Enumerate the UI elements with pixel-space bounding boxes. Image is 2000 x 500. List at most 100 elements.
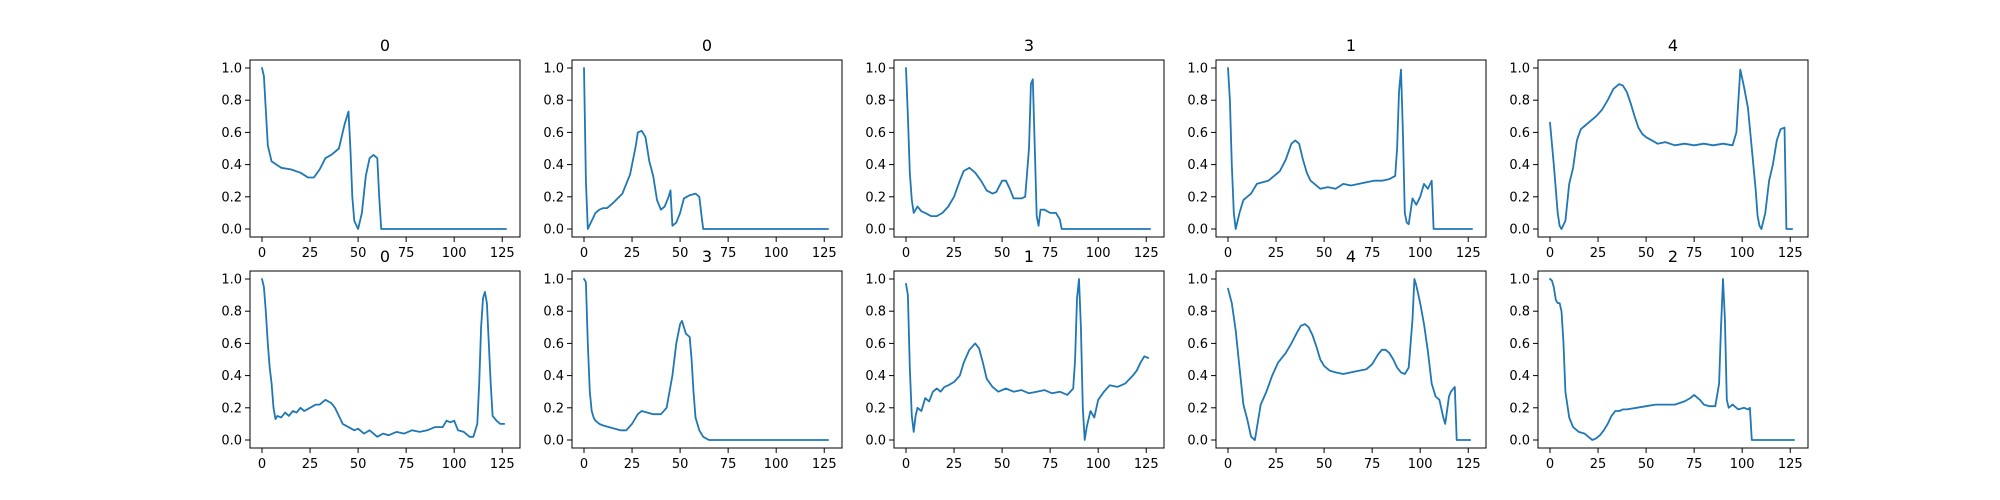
x-tick-label: 0 — [1224, 246, 1232, 261]
y-tick-label: 0.4 — [1187, 158, 1208, 173]
x-tick-label: 50 — [994, 457, 1011, 472]
y-tick-label: 0.6 — [1509, 126, 1530, 141]
y-tick-label: 0.8 — [1509, 305, 1530, 320]
panel-9: 4 0 25 50 75 100 125 0.0 0.2 0.4 0.6 0.8 1.0 — [1187, 247, 1487, 472]
x-tick-label: 0 — [258, 457, 266, 472]
y-tick-label: 0.2 — [1509, 190, 1530, 205]
x-tick-label: 100 — [1086, 457, 1111, 472]
panel-title: 4 — [1668, 36, 1678, 55]
y-tick-label: 0.4 — [543, 369, 564, 384]
x-tick-label: 25 — [946, 246, 963, 261]
x-tick-label: 50 — [1316, 457, 1333, 472]
x-tick-label: 100 — [764, 457, 789, 472]
x-tick-label: 50 — [350, 457, 367, 472]
x-tick-label: 100 — [1408, 246, 1433, 261]
y-tick-label: 1.0 — [1187, 273, 1208, 288]
y-tick-label: 0.0 — [1509, 223, 1530, 238]
x-tick-label: 125 — [1134, 246, 1159, 261]
x-tick-label: 50 — [1316, 246, 1333, 261]
panel-8: 1 0 25 50 75 100 125 0.0 0.2 0.4 0.6 0.8 1.0 — [865, 247, 1165, 472]
x-tick-label: 50 — [1638, 457, 1655, 472]
x-tick-label: 125 — [812, 246, 837, 261]
y-tick-label: 0.2 — [221, 190, 242, 205]
panel-title: 0 — [380, 247, 390, 266]
y-tick-label: 0.4 — [1509, 158, 1530, 173]
x-tick-label: 0 — [902, 246, 910, 261]
y-tick-label: 0.6 — [1509, 337, 1530, 352]
x-tick-label: 0 — [1546, 246, 1554, 261]
y-tick-label: 0.6 — [221, 337, 242, 352]
x-tick-label: 75 — [1686, 246, 1703, 261]
x-tick-label: 100 — [442, 246, 467, 261]
series-line — [261, 67, 508, 230]
panel-6: 0 0 25 50 75 100 125 0.0 0.2 0.4 0.6 0.8 1.0 — [221, 247, 521, 472]
x-tick-label: 0 — [1224, 457, 1232, 472]
axes-frame — [1215, 270, 1487, 449]
x-tick-label: 0 — [258, 246, 266, 261]
x-tick-label: 0 — [902, 457, 910, 472]
y-tick-label: 0.6 — [543, 126, 564, 141]
panel-title: 1 — [1024, 247, 1034, 266]
x-tick-label: 25 — [1268, 246, 1285, 261]
x-tick-label: 100 — [764, 246, 789, 261]
y-tick-label: 0.8 — [221, 94, 242, 109]
series-line — [1549, 68, 1794, 230]
y-tick-label: 0.4 — [543, 158, 564, 173]
panel-title: 0 — [702, 36, 712, 55]
y-tick-label: 0.0 — [1187, 434, 1208, 449]
x-tick-label: 25 — [624, 457, 641, 472]
x-tick-label: 50 — [1638, 246, 1655, 261]
x-tick-label: 0 — [580, 246, 588, 261]
axes-frame — [249, 59, 521, 238]
y-tick-label: 0.4 — [221, 158, 242, 173]
axes-frame — [1215, 59, 1487, 238]
series-line — [583, 67, 829, 230]
axes-frame — [893, 59, 1165, 238]
y-tick-label: 1.0 — [221, 273, 242, 288]
axes-frame — [893, 270, 1165, 449]
y-tick-label: 0.4 — [865, 158, 886, 173]
y-tick-label: 0.6 — [543, 337, 564, 352]
axes-frame — [1537, 270, 1809, 449]
x-tick-label: 125 — [1456, 457, 1481, 472]
y-tick-label: 0.2 — [543, 190, 564, 205]
x-tick-label: 25 — [624, 246, 641, 261]
x-tick-label: 75 — [720, 246, 737, 261]
y-tick-label: 0.8 — [1187, 94, 1208, 109]
x-tick-label: 75 — [398, 457, 415, 472]
x-tick-label: 100 — [1408, 457, 1433, 472]
y-tick-label: 1.0 — [221, 62, 242, 77]
y-tick-label: 0.6 — [865, 126, 886, 141]
y-tick-label: 1.0 — [865, 273, 886, 288]
y-tick-label: 0.6 — [865, 337, 886, 352]
x-tick-label: 100 — [442, 457, 467, 472]
series-line — [583, 278, 829, 441]
panel-5: 4 0 25 50 75 100 125 0.0 0.2 0.4 0.6 0.8 1.0 — [1509, 36, 1809, 261]
y-tick-label: 0.0 — [1187, 223, 1208, 238]
y-tick-label: 1.0 — [543, 273, 564, 288]
axes-frame — [571, 59, 843, 238]
y-tick-label: 1.0 — [1509, 273, 1530, 288]
x-tick-label: 100 — [1086, 246, 1111, 261]
panel-1: 0 0 25 50 75 100 125 0.0 0.2 0.4 0.6 0.8 1.0 — [221, 36, 521, 261]
y-tick-label: 0.2 — [1187, 190, 1208, 205]
axes-frame — [571, 270, 843, 449]
x-tick-label: 25 — [1268, 457, 1285, 472]
panel-title: 4 — [1346, 247, 1356, 266]
x-tick-label: 125 — [1456, 246, 1481, 261]
y-tick-label: 0.0 — [221, 434, 242, 449]
x-tick-label: 75 — [1686, 457, 1703, 472]
x-tick-label: 25 — [302, 246, 319, 261]
y-tick-label: 0.8 — [543, 94, 564, 109]
x-tick-label: 125 — [490, 457, 515, 472]
x-tick-label: 75 — [1364, 246, 1381, 261]
y-tick-label: 0.6 — [1187, 126, 1208, 141]
axes-frame — [249, 270, 521, 449]
x-tick-label: 125 — [1778, 246, 1803, 261]
x-tick-label: 50 — [672, 246, 689, 261]
x-tick-label: 25 — [1590, 246, 1607, 261]
x-tick-label: 25 — [1590, 457, 1607, 472]
panel-title: 2 — [1668, 247, 1678, 266]
x-tick-label: 25 — [302, 457, 319, 472]
